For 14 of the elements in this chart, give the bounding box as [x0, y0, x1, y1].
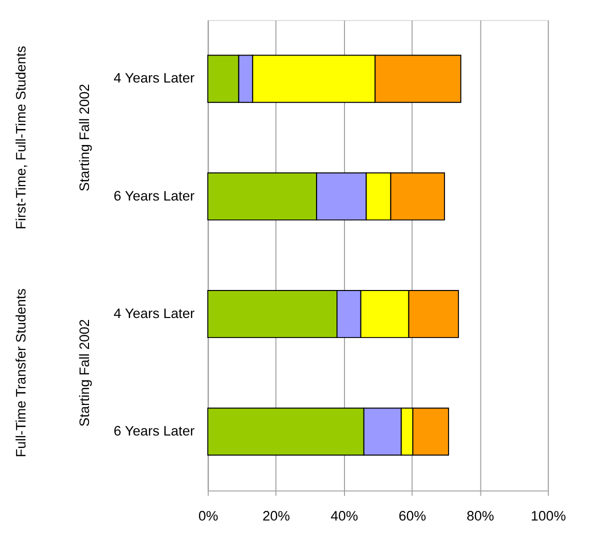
text: Starting Fall 2002 [77, 319, 92, 427]
x-tick-label: 20% [262, 508, 290, 524]
x-tick-label: 40% [330, 508, 358, 524]
y-tick-label: 6 Years Later [114, 188, 195, 204]
x-tick-label: 0% [198, 508, 218, 524]
y-tick-label: 4 Years Later [114, 70, 195, 86]
x-tick-label: 100% [530, 508, 566, 524]
text: Full-Time Transfer Students [13, 288, 28, 458]
x-tick-label: 80% [466, 508, 494, 524]
y-tick-label: 6 Years Later [114, 424, 195, 439]
y-tick-label: 4 Years Later [114, 306, 195, 321]
text: First-Time, Full-Time Students [13, 46, 28, 230]
x-tick-label: 60% [398, 508, 426, 524]
text: Starting Fall 2002 [77, 84, 92, 192]
